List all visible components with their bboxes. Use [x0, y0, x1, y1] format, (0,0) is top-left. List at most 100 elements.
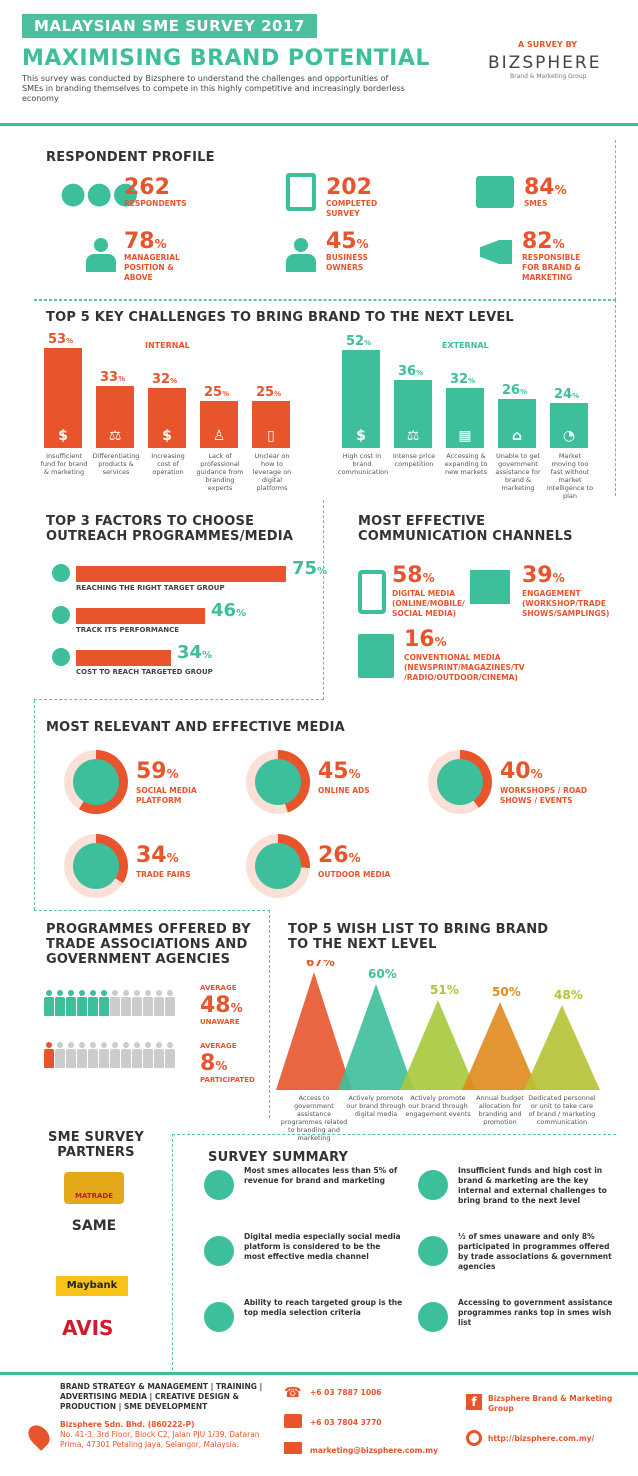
person-icon [121, 990, 131, 1016]
factors-title: TOP 3 FACTORS TO CHOOSE OUTREACH PROGRAM… [46, 514, 294, 544]
location-pin-icon [24, 1421, 54, 1451]
email-link[interactable]: marketing@bizsphere.com.my [310, 1446, 438, 1455]
page-title: MAXIMISING BRAND POTENTIAL [22, 46, 430, 71]
person-icon [143, 1042, 153, 1068]
media-rings: 59% SOCIAL MEDIA PLATFORM 45% ONLINE ADS 40%… [50, 746, 620, 898]
respondents-label: RESPONDENTS [124, 199, 187, 208]
conventional-value: 16% [404, 627, 447, 652]
wishlist-chart: 67% 60% 51% 50% 48% [276, 960, 600, 1090]
owners-label: BUSINESS OWNERS [326, 253, 368, 272]
factor-bar [76, 650, 171, 666]
services-text: BRAND STRATEGY & MANAGEMENT | TRAINING |… [60, 1382, 263, 1411]
person-icon [66, 990, 76, 1016]
person-icon [88, 990, 98, 1016]
challenge-icon: ▦ [458, 428, 472, 444]
programmes-title: PROGRAMMES OFFERED BY TRADE ASSOCIATIONS… [46, 922, 251, 967]
challenge-pct: 53% [48, 332, 74, 347]
same-logo: SAME [71, 1218, 117, 1234]
manager-icon [86, 238, 116, 272]
challenge-bar: $ [44, 348, 82, 448]
unaware-people [44, 990, 204, 1020]
external-chart: 52% $ High cost in brand communication 36% ⚖… [338, 330, 602, 500]
phone-icon: ☎ [284, 1385, 302, 1401]
factors-frame [34, 500, 324, 700]
summary-text: ½ of smes unaware and only 8% participat… [458, 1232, 612, 1271]
factor-icon [52, 564, 70, 582]
challenge-icon: ▯ [267, 428, 275, 444]
brand-resp-value: 82% [522, 229, 565, 254]
smes-value: 84% [524, 175, 567, 200]
person-icon [99, 990, 109, 1016]
challenge-pct: 33% [100, 370, 126, 385]
person-icon [66, 1042, 76, 1068]
person-icon [99, 1042, 109, 1068]
summary-frame [172, 1134, 616, 1370]
digital-value: 58% [392, 563, 435, 588]
challenge-pct: 25% [256, 385, 282, 400]
media-pct: 40% [500, 759, 543, 784]
survey-by-label: A SURVEY BY [518, 40, 578, 49]
footer-divider [0, 1372, 638, 1375]
media-label: SOCIAL MEDIA PLATFORM [136, 786, 197, 805]
summary-icon [418, 1302, 448, 1332]
wishlist-pct: 67% [306, 960, 335, 969]
media-label: WORKSHOPS / ROAD SHOWS / EVENTS [500, 786, 588, 805]
wishlist-triangle [276, 972, 352, 1090]
media-label: TRADE FAIRS [136, 870, 191, 879]
wishlist-label: Actively promote our brand through digit… [346, 1094, 406, 1118]
logo-subtitle: Brand & Marketing Group [510, 73, 587, 80]
owner-icon [286, 238, 316, 272]
unaware-label: UNAWARE [200, 1018, 240, 1026]
store-icon [476, 176, 514, 208]
website-link[interactable]: http://bizsphere.com.my/ [488, 1434, 595, 1443]
factor-icon [52, 648, 70, 666]
factor-pct: 34% [177, 642, 213, 663]
person-icon [110, 990, 120, 1016]
media-pct: 34% [136, 843, 179, 868]
challenge-bar: ◔ [550, 403, 588, 448]
participated-value: 8% [200, 1051, 228, 1076]
fax-number[interactable]: +6 03 7804 3770 [310, 1418, 382, 1427]
factor-label: REACHING THE RIGHT TARGET GROUP [76, 584, 225, 592]
challenge-label: Unable to get government assistance for … [495, 452, 541, 492]
facebook-link[interactable]: Bizsphere Brand & Marketing Group [488, 1394, 613, 1413]
challenge-label: Unclear on how to leverage on digital pl… [252, 452, 292, 492]
challenge-pct: 26% [502, 383, 528, 398]
wishlist-pct: 60% [368, 967, 397, 981]
person-icon [88, 1042, 98, 1068]
unaware-value: 48% [200, 993, 243, 1018]
media-ring-center [73, 843, 119, 889]
channels-title: MOST EFFECTIVE COMMUNICATION CHANNELS [358, 514, 573, 544]
media-pct: 59% [136, 759, 179, 784]
challenge-icon: ◔ [562, 428, 576, 444]
completed-label: COMPLETED SURVEY [326, 199, 378, 218]
engagement-label: ENGAGEMENT (WORKSHOP/TRADE SHOWS/SAMPLIN… [522, 589, 610, 618]
internal-chart: 53% $ Insufficient fund for brand & market… [41, 330, 294, 492]
challenge-icon: ⚖ [406, 428, 420, 444]
media-pct: 26% [318, 843, 361, 868]
wishlist-label: Annual budget allocation for branding an… [476, 1094, 524, 1126]
challenge-label: Lack of professional guidance from brand… [196, 452, 244, 492]
summary-text: Most smes allocates less than 5% of reve… [244, 1166, 398, 1185]
partners-title: SME SURVEY PARTNERS [48, 1130, 144, 1160]
wishlist-pct: 50% [492, 985, 521, 999]
phone-number[interactable]: +6 03 7887 1006 [310, 1388, 382, 1397]
factor-bar [76, 608, 205, 624]
person-icon [77, 1042, 87, 1068]
wishlist-triangle [400, 1000, 476, 1090]
challenge-pct: 36% [398, 364, 424, 379]
person-icon [55, 990, 65, 1016]
person-icon [55, 1042, 65, 1068]
intro-text: This survey was conducted by Bizsphere t… [22, 74, 405, 103]
programmes-frame [34, 910, 270, 1118]
header-divider [0, 123, 638, 126]
avg-label-1: AVERAGE [200, 984, 237, 992]
wishlist-label: Dedicated personnel or unit to take care… [528, 1094, 596, 1126]
bizsphere-logo: BIZSPHERE [488, 53, 602, 73]
person-icon [154, 990, 164, 1016]
person-icon [165, 1042, 175, 1068]
wishlist-triangle [462, 1002, 538, 1090]
maybank-logo: Maybank [56, 1276, 128, 1296]
fax-icon [284, 1414, 302, 1428]
challenge-bar: $ [342, 350, 380, 448]
